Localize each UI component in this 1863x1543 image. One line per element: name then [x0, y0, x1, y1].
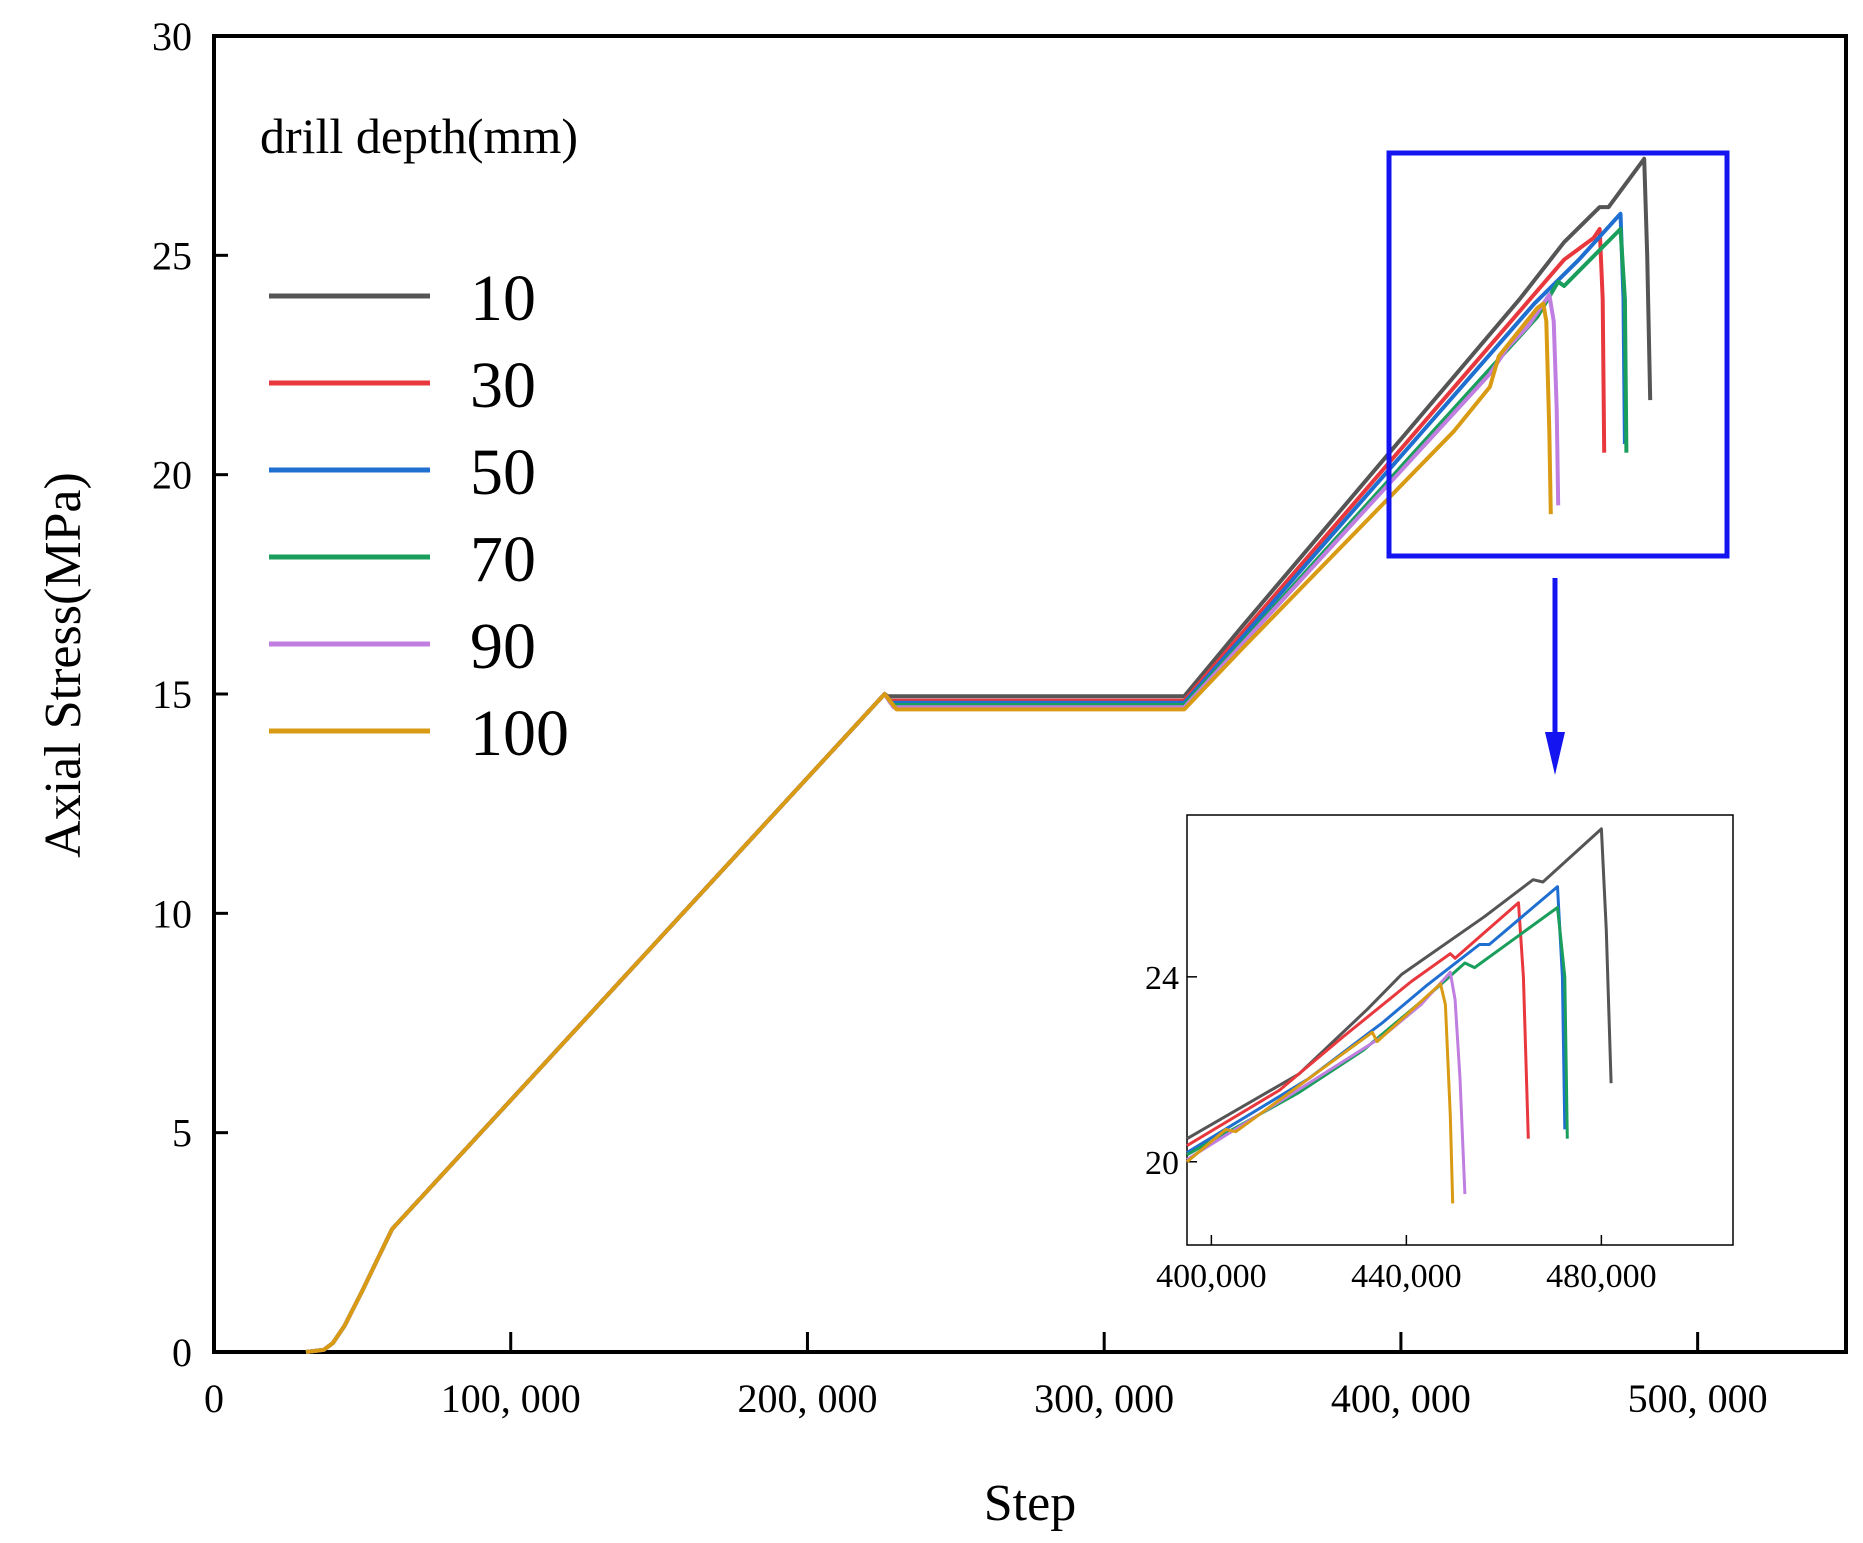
x-axis-title: Step [984, 1475, 1076, 1532]
legend-label-50: 50 [470, 436, 536, 509]
legend-label-10: 10 [470, 262, 536, 335]
y-tick-label: 15 [152, 672, 192, 717]
inset-y-tick-label: 24 [1145, 960, 1179, 997]
main-x-ticks: 0 100, 000 200, 000 300, 000 400, 000 500, 00… [204, 1332, 1768, 1421]
legend-label-100: 100 [470, 697, 569, 770]
x-tick-label: 100, 000 [441, 1376, 581, 1421]
legend: drill depth(mm) 10 30 50 70 90 100 [260, 108, 578, 770]
y-tick-label: 25 [152, 233, 192, 278]
inset-series-line-70 [1186, 906, 1569, 1157]
x-tick-label: 0 [204, 1376, 224, 1421]
y-tick-label: 30 [152, 14, 192, 59]
inset-series-lines [1186, 827, 1613, 1204]
legend-items: 10 30 50 70 90 100 [269, 262, 569, 770]
x-tick-label: 200, 000 [737, 1376, 877, 1421]
x-tick-label: 300, 000 [1034, 1376, 1174, 1421]
y-axis-title: Axial Stress(MPa) [35, 472, 92, 858]
legend-label-90: 90 [470, 610, 536, 683]
legend-title: drill depth(mm) [260, 108, 578, 164]
y-tick-label: 5 [172, 1111, 192, 1156]
inset-x-tick-label: 400,000 [1156, 1258, 1267, 1295]
legend-label-70: 70 [470, 523, 536, 596]
inset-x-tick-label: 480,000 [1546, 1258, 1657, 1295]
x-tick-label: 400, 000 [1331, 1376, 1471, 1421]
zoom-arrow-head-icon [1545, 732, 1565, 775]
inset-x-tick-label: 440,000 [1351, 1258, 1462, 1295]
zoom-region-box [1386, 150, 1730, 559]
inset-series-line-10 [1186, 827, 1613, 1140]
inset-y-tick-label: 20 [1145, 1145, 1179, 1182]
x-tick-label: 500, 000 [1628, 1376, 1768, 1421]
y-tick-label: 10 [152, 891, 192, 936]
inset-plot-frame [1186, 814, 1734, 1246]
main-y-ticks: 0 5 10 15 20 25 30 [152, 14, 228, 1375]
legend-label-30: 30 [470, 349, 536, 422]
main-series-lines [305, 156, 1653, 1354]
y-tick-label: 0 [172, 1330, 192, 1375]
series-line-100 [305, 301, 1553, 1354]
y-tick-label: 20 [152, 453, 192, 498]
inset-series-line-30 [1186, 901, 1530, 1147]
inset-x-ticks: 400,000 440,000 480,000 [1156, 1235, 1657, 1295]
inset-series-line-100 [1186, 982, 1455, 1204]
